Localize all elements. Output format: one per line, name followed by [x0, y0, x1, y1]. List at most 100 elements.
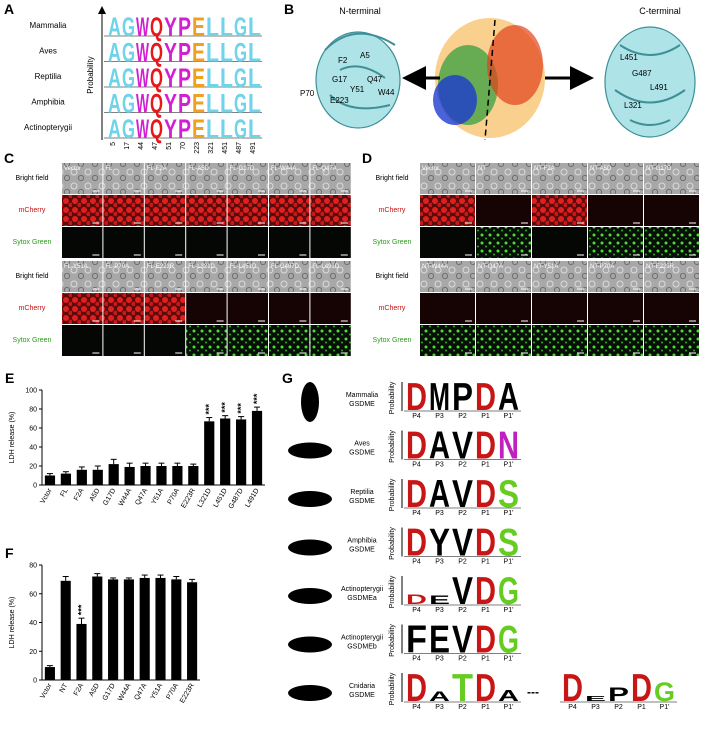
- y-tick-label: 0: [33, 483, 37, 490]
- x-tick-label: Y51A: [151, 487, 166, 506]
- position-label: P1': [504, 510, 514, 517]
- separator: ---: [527, 685, 539, 699]
- bar: [204, 421, 215, 485]
- position-label: P4: [412, 462, 421, 469]
- bar: [123, 579, 134, 680]
- micrograph: [532, 163, 587, 194]
- micrograph: [420, 163, 475, 194]
- row-label: Bright field: [15, 175, 48, 182]
- position-label: P3: [435, 559, 444, 566]
- logo-letter: P: [178, 89, 191, 119]
- column-label: NT-Q47A: [478, 264, 503, 270]
- x-tick-label: Q47A: [134, 487, 149, 506]
- micrograph: [476, 261, 531, 292]
- taxon-label: Actinopterygii: [341, 586, 383, 593]
- x-tick-label: A5D: [89, 488, 102, 503]
- position-label: P2: [614, 704, 623, 711]
- bar: [76, 469, 87, 485]
- micrograph: [103, 293, 144, 324]
- logo-letter: L: [220, 38, 233, 68]
- protein-label: GSDME: [349, 547, 375, 554]
- axis-label: Probability: [389, 527, 396, 560]
- panel-label: A: [4, 1, 14, 17]
- axis-label: LDH release (%): [9, 597, 16, 649]
- position-label: P4: [412, 413, 421, 420]
- logo-letter: A: [108, 114, 121, 144]
- y-tick-label: 60: [29, 591, 37, 598]
- bar: [60, 580, 71, 680]
- logo-letter: F: [406, 619, 427, 662]
- position-label: P4: [412, 656, 421, 663]
- x-tick-label: W44A: [117, 682, 133, 702]
- column-label: FL: [105, 166, 113, 172]
- bar: [124, 466, 135, 485]
- position-label: 491: [250, 142, 257, 154]
- logo-letter: D: [475, 376, 496, 419]
- column-label: NT: [478, 166, 486, 172]
- position-label: P4: [412, 607, 421, 614]
- position-label: P4: [568, 704, 577, 711]
- panel-label: E: [5, 370, 14, 386]
- micrograph: [227, 325, 268, 356]
- column-label: FL-L491D: [312, 264, 339, 270]
- y-tick-label: 60: [29, 426, 37, 433]
- bar: [60, 473, 71, 485]
- micrograph: [186, 261, 227, 292]
- site-label: P70: [300, 89, 315, 98]
- bar: [155, 577, 166, 680]
- position-label: P2: [458, 656, 467, 663]
- micrograph: [269, 325, 310, 356]
- organism-icon: [288, 636, 332, 653]
- position-label: P2: [458, 462, 467, 469]
- logo-letter: D: [406, 473, 427, 516]
- column-label: Vector: [422, 166, 439, 172]
- micrograph: [644, 227, 699, 258]
- panel-label: D: [362, 150, 372, 166]
- site-label: Y51: [350, 85, 365, 94]
- logo-letter: A: [498, 688, 519, 705]
- site-label: Q47: [367, 75, 383, 84]
- micrograph: [62, 261, 103, 292]
- logo-letter: A: [108, 89, 121, 119]
- position-label: 451: [222, 142, 229, 154]
- logo-letter: A: [108, 63, 121, 93]
- column-label: FL-F2A: [147, 166, 167, 172]
- micrograph: [144, 325, 186, 356]
- position-label: P1': [504, 413, 514, 420]
- x-tick-label: G17D: [102, 683, 117, 702]
- position-label: P1: [481, 510, 490, 517]
- micrograph: [532, 227, 587, 258]
- logo-letter: V: [452, 570, 473, 613]
- row-label: Mammalia: [30, 21, 67, 30]
- micrograph: [644, 261, 699, 292]
- column-label: NT-F2A: [534, 166, 555, 172]
- micrograph: [62, 293, 103, 324]
- y-tick-label: 40: [29, 445, 37, 452]
- micrograph: [186, 227, 227, 258]
- position-label: P1: [637, 704, 646, 711]
- micrograph: [476, 163, 531, 194]
- logo-letter: Y: [164, 89, 177, 119]
- micrograph: [644, 325, 699, 356]
- row-label: Sytox Green: [373, 337, 412, 344]
- logo-letter: L: [206, 38, 219, 68]
- logo-letter: W: [136, 12, 149, 42]
- x-tick-label: L321D: [197, 488, 213, 509]
- protein-label: GSDME: [349, 401, 375, 408]
- logo-letter: L: [220, 114, 233, 144]
- column-label: FL-L451D: [230, 264, 257, 270]
- significance: ***: [252, 393, 262, 404]
- logo-letter: Y: [429, 522, 450, 565]
- logo-letter: M: [429, 376, 450, 419]
- position-label: P1': [660, 704, 670, 711]
- position-label: P2: [458, 510, 467, 517]
- row-label: Aves: [39, 47, 57, 56]
- bar: [171, 579, 182, 680]
- bar: [139, 577, 150, 680]
- significance: ***: [236, 403, 246, 414]
- micrograph: [310, 195, 351, 226]
- micrograph: [476, 325, 531, 356]
- position-label: P2: [458, 413, 467, 420]
- micrograph: [644, 293, 699, 324]
- y-tick-label: 80: [29, 407, 37, 414]
